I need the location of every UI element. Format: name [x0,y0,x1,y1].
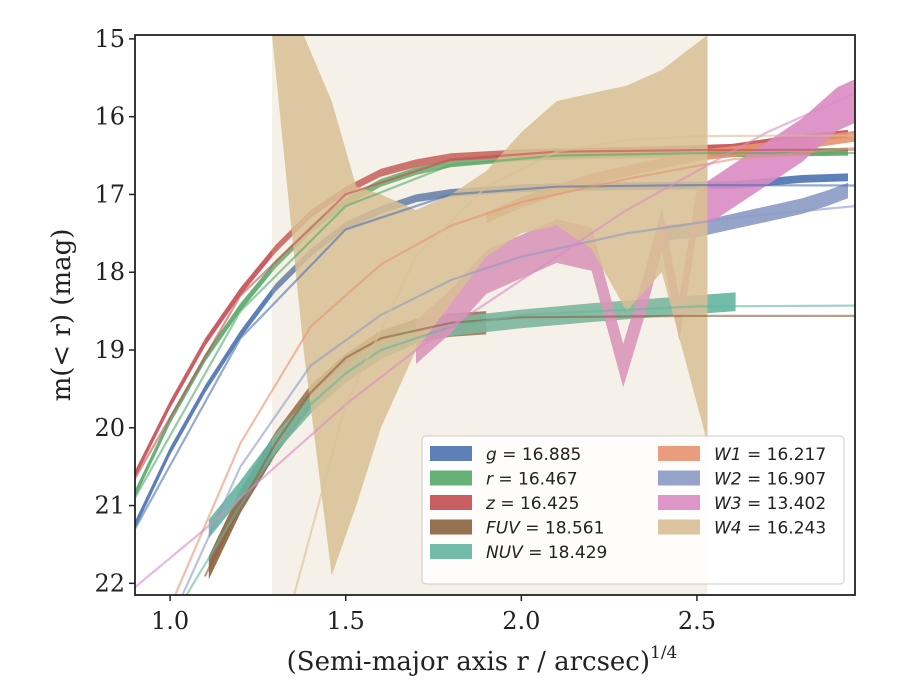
legend-band-name: z [485,494,496,514]
legend-label-z: z = 16.425 [485,494,579,514]
legend-label-w1: W1 = 16.217 [714,445,826,465]
legend-label-r: r = 16.467 [486,470,578,490]
model-w2 [181,205,855,595]
legend-band-name: W4 [714,519,742,539]
legend-band-name: g [486,445,497,465]
model-w4 [292,134,855,595]
legend-band-value: = 16.217 [742,445,827,465]
y-tick-label: 21 [94,492,125,520]
legend-swatch-w4 [658,519,700,535]
y-tick-label: 19 [94,336,125,364]
legend-band-value: = 18.561 [520,519,605,539]
y-tick-label: 22 [94,569,125,597]
legend-band-name: FUV [486,519,521,539]
legend-label-w4: W4 = 16.243 [714,519,826,539]
legend-swatch-g [430,446,472,461]
band-w2 [661,182,848,242]
legend-band-value: = 16.907 [742,470,827,490]
model-nuv [185,304,855,595]
legend-label-nuv: NUV = 18.429 [486,543,607,563]
legend-band-name: W1 [714,445,742,465]
model-w3 [135,92,855,589]
legend-label-fuv: FUV = 18.561 [486,519,604,539]
legend-box [421,435,845,585]
legend-band-name: W2 [714,470,742,490]
model-curves [135,92,855,595]
legend-band-name: NUV [486,543,524,563]
x-axis-title-exponent: 1/4 [650,643,677,663]
x-axis-title: (Semi-major axis r / arcsec)1/4 [287,643,678,677]
model-z [135,148,855,480]
plot-frame [134,34,856,596]
legend-swatch-nuv [430,544,472,559]
legend-band-value: = 18.429 [523,543,608,563]
legend-band-value: = 16.425 [495,494,580,514]
legend-label-w2: W2 = 16.907 [714,470,826,490]
y-axis: 15 16 17 18 19 20 21 22 [94,25,135,597]
legend-label-w3: W3 = 13.402 [714,494,826,514]
x-tick-label: 2.0 [502,607,540,635]
legend-swatch-w1 [658,446,700,461]
model-g [135,184,855,531]
legend-swatch-r [430,470,472,486]
x-axis: 1.0 1.5 2.0 2.5 [151,595,716,635]
y-tick-label: 16 [94,103,125,131]
model-r [135,151,855,499]
y-tick-label: 15 [94,25,125,53]
x-tick-label: 1.0 [151,607,189,635]
legend-swatch-w3 [658,495,700,510]
legend-band-value: = 16.885 [497,445,582,465]
x-tick-label: 2.5 [678,607,716,635]
legend-band-name: W3 [714,494,742,514]
y-tick-label: 17 [94,180,125,208]
legend-band-value: = 16.467 [493,470,578,490]
model-w1 [173,146,855,595]
y-axis-title: m(< r) (mag) [47,229,77,402]
x-axis-title-text: (Semi-major axis r / arcsec) [287,647,650,677]
legend-band-value: = 13.402 [742,494,827,514]
legend-swatch-w2 [658,470,700,486]
band-w3 [416,79,855,388]
legend-band-value: = 16.243 [742,519,827,539]
y-tick-label: 18 [94,258,125,286]
band-w4 [272,35,708,576]
legend-swatch-z [430,495,472,510]
legend-swatch-fuv [430,519,472,535]
legend-label-g: g = 16.885 [486,445,581,465]
y-tick-label: 20 [94,414,125,442]
x-tick-label: 1.5 [327,607,365,635]
legend-band-name: r [486,470,494,490]
model-fuv [204,314,855,577]
